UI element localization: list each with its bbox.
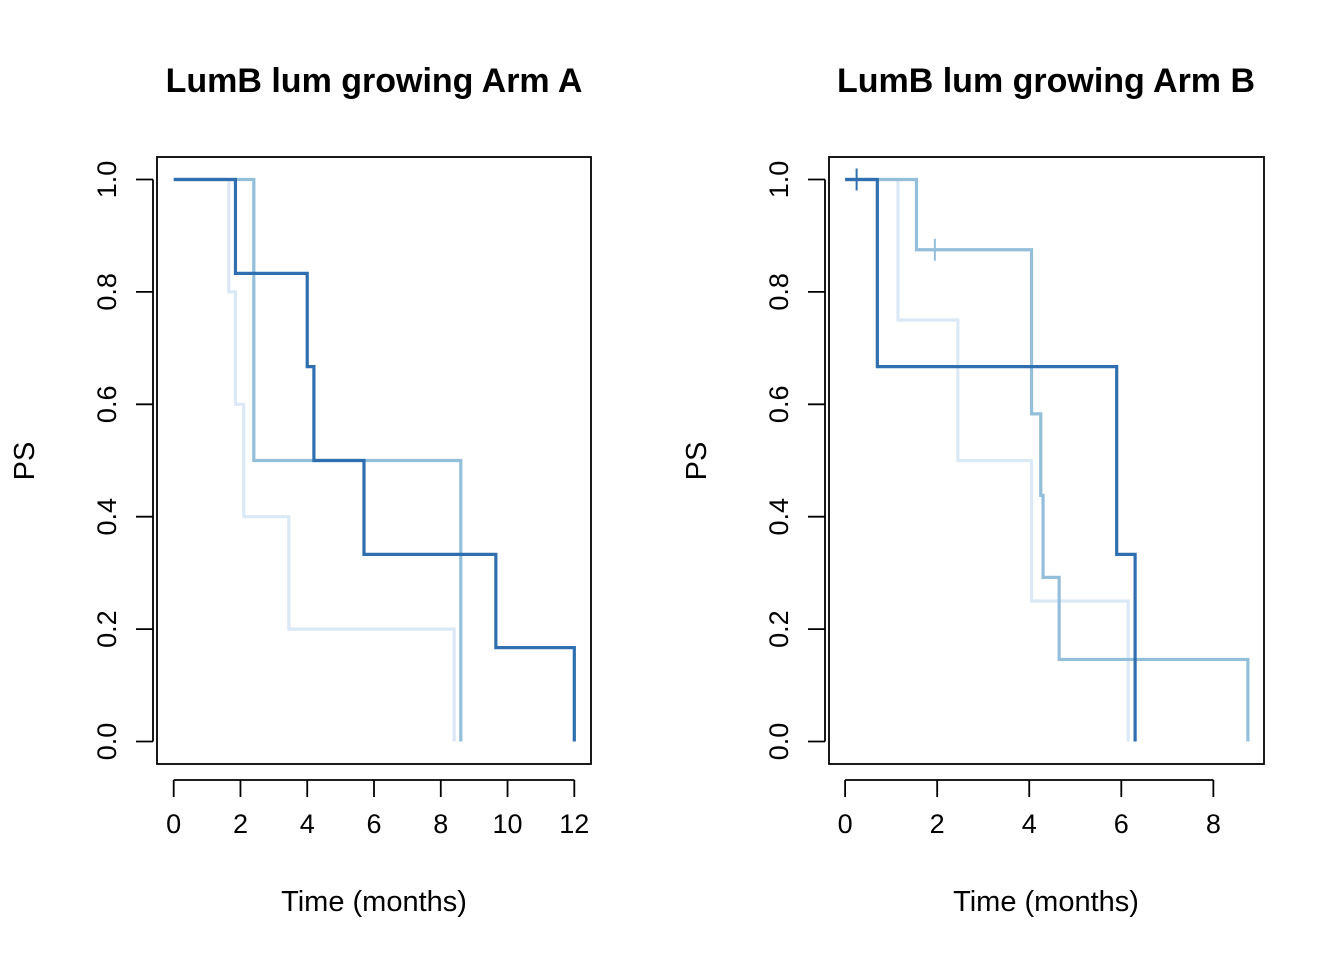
survival-curve-1 [173, 177, 456, 742]
survival-curve-3 [173, 177, 576, 742]
x-tick-label: 4 [300, 809, 315, 839]
chart-title: LumB lum growing Arm A [166, 62, 583, 100]
y-tick-label: 0.8 [764, 273, 794, 311]
x-tick-label: 8 [433, 809, 448, 839]
panel-arm-b: LumB lum growing Arm B Time (months) PS … [681, 62, 1265, 918]
plot-frame [828, 156, 1265, 765]
x-tick-label: 2 [930, 809, 945, 839]
y-tick-label: 0.4 [764, 498, 794, 536]
x-axis-label: Time (months) [281, 886, 467, 918]
x-tick-label: 4 [1022, 809, 1037, 839]
x-tick-label: 6 [1114, 809, 1129, 839]
x-tick-label: 8 [1206, 809, 1221, 839]
y-tick-label: 0.2 [764, 610, 794, 648]
y-axis-label: PS [681, 442, 713, 481]
censor-mark [925, 238, 944, 261]
y-tick-label: 0.6 [764, 386, 794, 424]
survival-curve-1 [845, 177, 1130, 742]
censor-mark [847, 168, 866, 191]
survival-curve-3 [845, 177, 1137, 742]
x-axis-label: Time (months) [953, 886, 1139, 918]
survival-curve-2 [845, 177, 1250, 742]
panel-arm-a: LumB lum growing Arm A Time (months) PS … [9, 62, 592, 918]
x-tick-label: 10 [493, 809, 523, 839]
y-tick-label: 0.4 [92, 498, 122, 536]
x-tick-label: 0 [838, 809, 853, 839]
y-tick-label: 0.8 [92, 273, 122, 311]
chart-title: LumB lum growing Arm B [837, 62, 1255, 100]
y-tick-label: 1.0 [92, 161, 122, 199]
x-tick-label: 6 [366, 809, 381, 839]
y-tick-label: 0.6 [92, 386, 122, 424]
y-tick-label: 0.2 [92, 610, 122, 648]
x-tick-label: 0 [166, 809, 181, 839]
y-axis-label: PS [9, 442, 41, 481]
y-tick-label: 1.0 [764, 161, 794, 199]
plot-frame [156, 156, 592, 765]
x-tick-label: 2 [233, 809, 248, 839]
y-tick-label: 0.0 [764, 723, 794, 761]
y-tick-label: 0.0 [92, 723, 122, 761]
x-tick-label: 12 [559, 809, 589, 839]
